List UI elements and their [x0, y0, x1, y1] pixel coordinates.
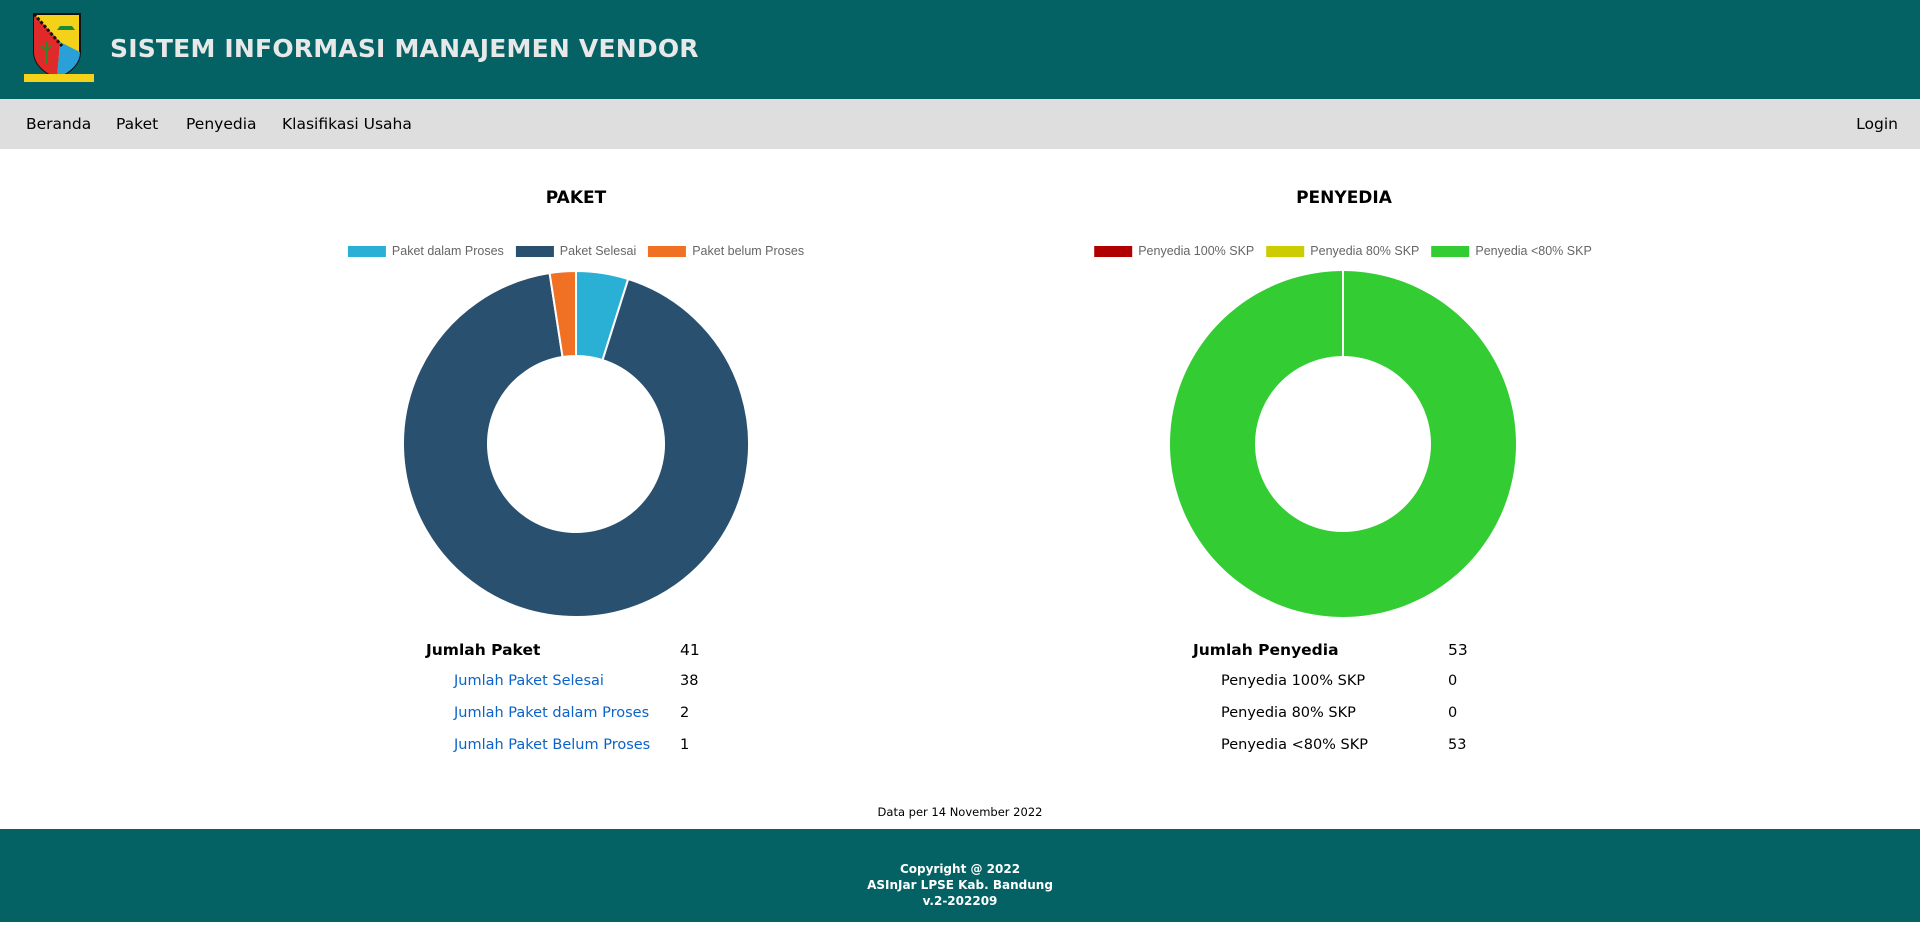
paket-title: PAKET: [545, 188, 607, 208]
legend-item[interactable]: Paket Selesai: [515, 244, 637, 258]
legend-item[interactable]: Paket belum Proses: [648, 244, 804, 258]
legend-item[interactable]: Penyedia 80% SKP: [1266, 244, 1419, 258]
penyedia-100-value: 0: [1448, 673, 1458, 689]
penyedia-title: PENYEDIA: [1296, 188, 1392, 208]
paket-dalam-proses-value: 2: [680, 705, 690, 721]
jumlah-penyedia-label: Jumlah Penyedia: [1193, 641, 1339, 659]
penyedia-80-value: 0: [1448, 705, 1458, 721]
app-title: SISTEM INFORMASI MANAJEMEN VENDOR: [110, 34, 699, 63]
penyedia-80-label: Penyedia 80% SKP: [1221, 705, 1356, 721]
paket-belum-proses-link[interactable]: Jumlah Paket Belum Proses: [454, 737, 651, 753]
paket-legend: Paket dalam Proses Paket Selesai Paket bel…: [347, 244, 804, 258]
penyedia-donut-chart: [1169, 271, 1516, 617]
legend-label: Penyedia 100% SKP: [1138, 244, 1255, 258]
legend-swatch: [1431, 245, 1470, 257]
kabupaten-bandung-logo: [24, 13, 94, 82]
penyedia-100-label: Penyedia 100% SKP: [1221, 673, 1366, 689]
legend-swatch: [1266, 245, 1305, 257]
legend-label: Paket dalam Proses: [391, 244, 504, 258]
paket-belum-proses-value: 1: [680, 737, 690, 753]
donut-slice-3[interactable]: [1169, 271, 1516, 617]
legend-swatch: [515, 245, 554, 257]
legend-item[interactable]: Penyedia 100% SKP: [1094, 244, 1254, 258]
jumlah-paket-label: Jumlah Paket: [426, 641, 541, 659]
legend-swatch: [347, 245, 386, 257]
nav-penyedia[interactable]: Penyedia: [186, 115, 257, 133]
paket-selesai-value: 38: [680, 673, 699, 689]
paket-dalam-proses-link[interactable]: Jumlah Paket dalam Proses: [454, 705, 650, 721]
paket-donut-chart: [402, 269, 750, 618]
login-link[interactable]: Login: [1856, 115, 1898, 133]
donut-slice-3[interactable]: [548, 269, 577, 359]
legend-swatch: [648, 245, 687, 257]
nav-klasifikasi-usaha[interactable]: Klasifikasi Usaha: [282, 115, 412, 133]
penyedia-below80-label: Penyedia <80% SKP: [1221, 737, 1369, 753]
legend-label: Penyedia <80% SKP: [1475, 244, 1592, 258]
legend-label: Paket belum Proses: [692, 244, 805, 258]
footer-organization: ASInJar LPSE Kab. Bandung: [867, 878, 1053, 892]
legend-label: Penyedia 80% SKP: [1310, 244, 1420, 258]
navbar: Beranda Paket Penyedia Klasifikasi Usaha…: [0, 99, 1920, 149]
data-date-note: Data per 14 November 2022: [877, 805, 1043, 819]
nav-paket[interactable]: Paket: [116, 115, 159, 133]
legend-label: Paket Selesai: [559, 244, 637, 258]
donut-slice-2[interactable]: [402, 271, 750, 618]
header: SISTEM INFORMASI MANAJEMEN VENDOR: [0, 0, 1920, 99]
footer-copyright: Copyright @ 2022: [899, 862, 1021, 876]
paket-selesai-link[interactable]: Jumlah Paket Selesai: [454, 673, 604, 689]
penyedia-legend: Penyedia 100% SKP Penyedia 80% SKP Penyedi…: [1094, 244, 1592, 258]
legend-item[interactable]: Paket dalam Proses: [347, 244, 504, 258]
footer: Copyright @ 2022 ASInJar LPSE Kab. Bandu…: [0, 829, 1920, 922]
legend-swatch: [1094, 245, 1133, 257]
jumlah-penyedia-value: 53: [1448, 641, 1468, 659]
penyedia-below80-value: 53: [1448, 737, 1467, 753]
nav-beranda[interactable]: Beranda: [26, 115, 92, 133]
footer-version: v.2-202209: [922, 894, 998, 908]
legend-item[interactable]: Penyedia <80% SKP: [1431, 244, 1592, 258]
jumlah-paket-value: 41: [680, 641, 700, 659]
